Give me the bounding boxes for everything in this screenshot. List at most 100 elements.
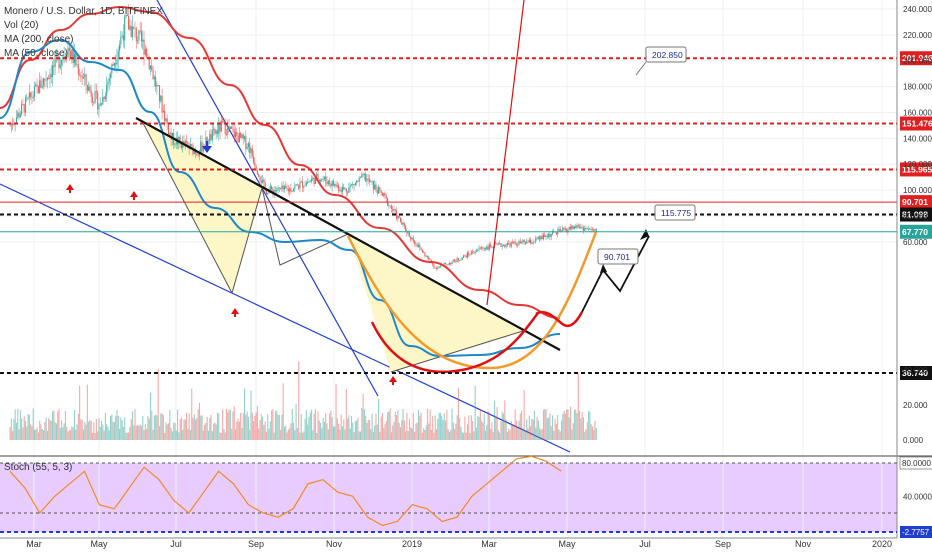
candle-body [143,39,145,55]
x-tick-9: Sep [715,539,731,549]
price-tick-2: 200.000 [903,57,932,66]
volume-bar [75,429,77,440]
volume-bar [246,411,248,440]
candle-body [64,56,67,58]
volume-bar [419,415,421,440]
candle-body [419,244,421,248]
volume-bar [220,432,222,440]
volume-bar [548,417,550,440]
x-tick-11: 2020 [872,539,892,549]
volume-bar [54,422,56,440]
annotation-box-1 [654,204,696,221]
candle-body [195,150,197,154]
candle-body [151,65,153,71]
candle-body [593,228,595,230]
candle-body [445,263,447,265]
candle-body [299,182,301,189]
candle-body [438,266,440,268]
volume-bar [174,422,176,440]
volume-bar [396,415,398,440]
volume-bar [483,413,485,440]
candle-body [454,259,456,262]
candle-body [119,44,121,51]
candle-body [289,188,291,192]
candle-body [318,179,320,182]
candle-body [240,132,242,138]
volume-bar [303,431,305,440]
candle-body [265,189,268,194]
stoch-tick-1: 40.0000 [903,492,932,501]
candle-body [115,63,117,65]
price-tick-5: 140.000 [903,134,932,143]
candle-body [245,136,247,149]
candle-body [37,86,39,93]
stoch-line [9,455,562,527]
candle-body [322,179,324,180]
stoch-band-label-0: 80.0000 [902,459,931,468]
volume-bar [585,429,587,440]
volume-bar [88,421,90,440]
candle-body [135,28,137,42]
candle-body [103,97,105,100]
candle-body [133,26,135,29]
candle-body [41,85,43,88]
candle-body [381,192,383,196]
volume-bar [541,429,543,440]
signal-up-arrow-2 [231,308,239,314]
volume-bar [411,428,413,440]
volume-bar [383,428,385,440]
volume-bar [564,413,566,440]
stoch-label: Stoch (55, 5, 3) [4,462,73,473]
candle-body [91,96,94,103]
candle-body [142,39,144,42]
candle-body [332,180,335,186]
volume-bar [294,430,296,440]
volume-bar [52,411,54,440]
candle-body [254,162,256,166]
volume-bar [256,406,258,440]
volume-bar [191,388,193,440]
annotation-text-1: 115.775 [661,208,691,218]
candle-body [206,137,208,145]
candle-body [335,184,337,187]
candle-body [499,243,501,245]
x-tick-7: May [558,539,576,549]
volume-bar [267,414,269,440]
candle-body [411,237,413,240]
candle-body [566,229,568,233]
price-tick-0: 240.000 [903,5,932,14]
volume-bar [245,414,247,440]
candle-body [24,97,27,113]
candle-body [365,173,367,182]
volume-bar [128,432,130,440]
volume-bar [402,408,404,440]
volume-bar [76,424,78,440]
volume-bar [112,421,114,440]
candle-body [340,189,342,192]
volume-bar [126,432,128,440]
volume-bar [138,425,140,440]
candle-body [52,65,54,77]
volume-bar [278,414,280,440]
candle-body [128,16,130,30]
candle-body [370,181,372,183]
volume-bar [95,419,97,440]
volume-bar [368,420,371,440]
candle-body [398,215,400,218]
volume-bar [258,428,260,440]
volume-bar [173,422,175,440]
volume-bar [390,432,392,440]
candle-body [54,56,56,67]
candle-body [577,225,579,227]
volume-bar [46,430,48,440]
volume-bar [407,431,409,440]
candle-body [533,241,536,243]
candle-body [80,74,82,77]
candle-body [375,184,377,191]
volume-bar [73,409,76,440]
volume-bar [412,412,414,440]
candle-body [55,54,57,57]
volume-bar [125,432,127,440]
